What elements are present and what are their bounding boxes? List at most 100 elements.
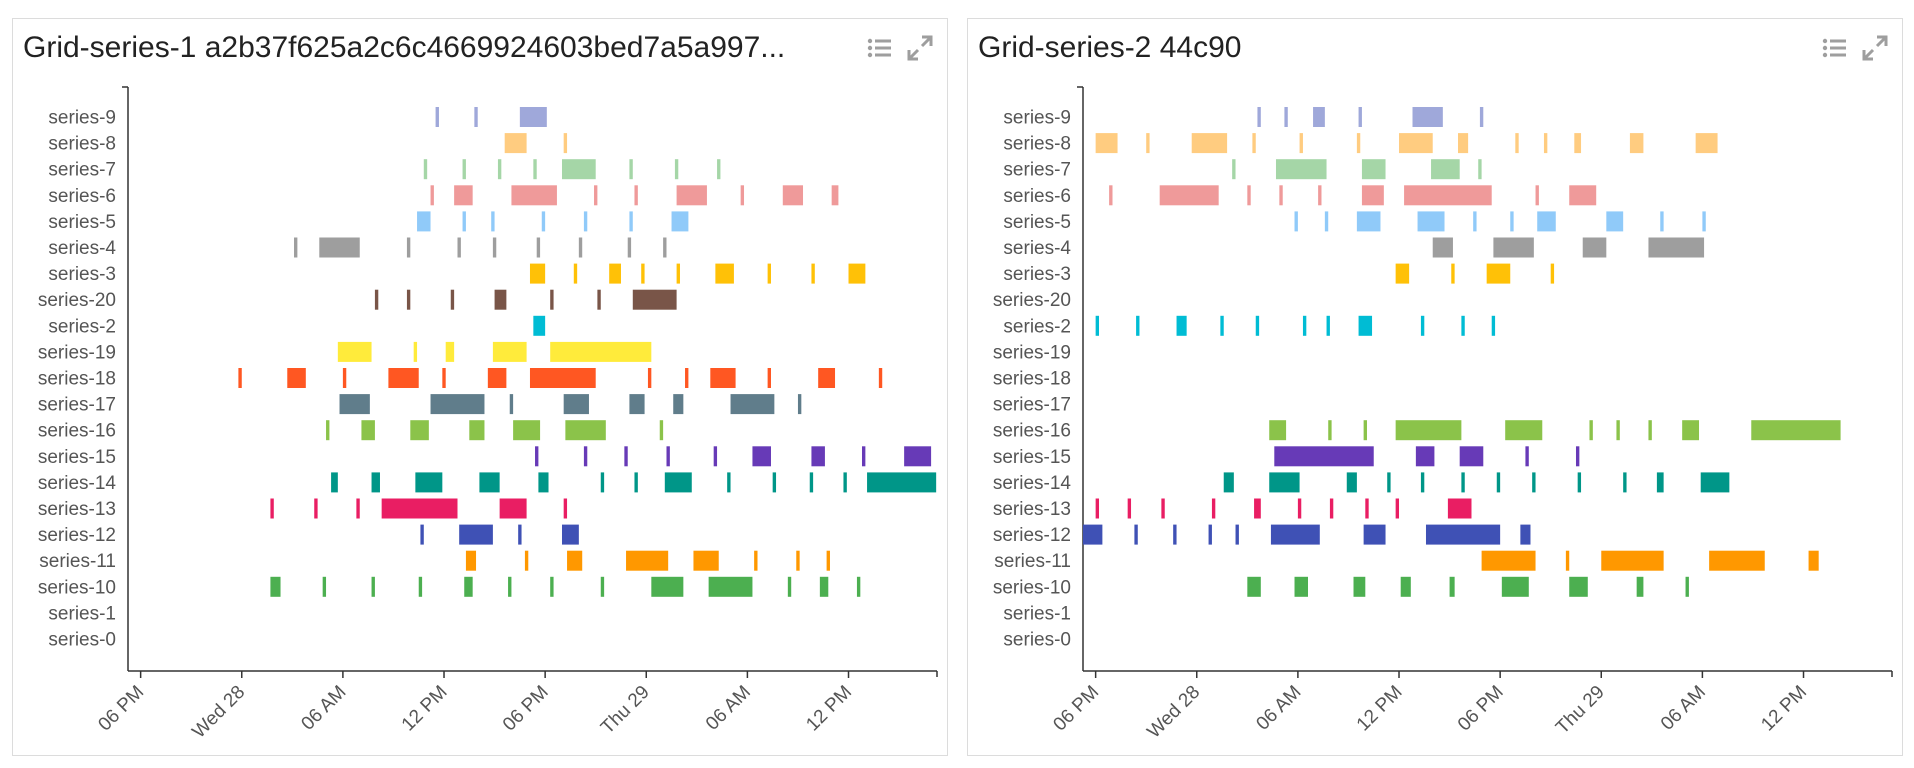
x-tick-label: 06 AM [1252, 682, 1305, 735]
chart-title: Grid-series-2 44c90 [978, 31, 1242, 64]
chart-plot: series-9 series-8 series-7 series-6 series-5… [38, 86, 938, 743]
timeline-bar [573, 263, 578, 284]
timeline-bar [415, 472, 443, 493]
timeline-bar [388, 368, 419, 388]
y-tick-label: series-6 [48, 186, 116, 207]
timeline-bar [1702, 211, 1706, 232]
timeline-bar [464, 576, 473, 597]
timeline-bar [356, 498, 360, 519]
timeline-bar [752, 446, 771, 467]
x-tick-label: 12 PM [802, 682, 856, 736]
list-icon[interactable] [865, 33, 895, 63]
timeline-bar [878, 368, 883, 388]
timeline-bar [1493, 237, 1534, 258]
timeline-bar [659, 420, 664, 441]
timeline-bar [1191, 133, 1228, 154]
timeline-bar [1425, 524, 1501, 545]
timeline-bar [848, 263, 866, 284]
chart-title: Grid-series-1 a2b37f625a2c6c4669924603be… [23, 31, 786, 64]
timeline-bar [1161, 498, 1165, 519]
y-tick-label: series-3 [48, 264, 116, 285]
timeline-bar [666, 446, 670, 467]
timeline-bar [462, 211, 466, 232]
timeline-bar [1700, 472, 1730, 493]
timeline-bar [1569, 185, 1597, 206]
timeline-bar [1254, 498, 1261, 519]
timeline-bar [1083, 524, 1103, 545]
timeline-bar [1491, 315, 1496, 336]
expand-icon[interactable] [1860, 33, 1890, 63]
timeline-bar [1146, 133, 1150, 154]
timeline-bar [730, 394, 775, 415]
timeline-bar [1358, 107, 1362, 127]
timeline-bar [1353, 576, 1366, 597]
timeline-bar [1431, 159, 1460, 180]
timeline-bar [1520, 524, 1531, 545]
timeline-bar [430, 394, 485, 415]
timeline-bar [270, 498, 274, 519]
timeline-bar [1257, 107, 1261, 127]
timeline-bar [1461, 472, 1465, 493]
timeline-bar [563, 133, 568, 154]
timeline-bar [339, 394, 370, 415]
timeline-bar [1574, 133, 1582, 154]
timeline-bar [550, 289, 554, 310]
timeline-bar [624, 446, 628, 467]
timeline-bar [1399, 133, 1433, 154]
chart-plot: series-9 series-8 series-7 series-6 series-5… [993, 86, 1893, 743]
timeline-bar [1211, 498, 1216, 519]
y-tick-label: series-18 [993, 369, 1071, 390]
timeline-bar [361, 420, 375, 441]
timeline-bar [772, 472, 777, 493]
timeline-bar [1486, 263, 1511, 284]
timeline-bar [1575, 446, 1580, 467]
timeline-bar [578, 237, 583, 258]
timeline-bar [529, 368, 596, 388]
timeline-bar [1501, 576, 1529, 597]
y-tick-label: series-2 [48, 316, 116, 337]
timeline-bar [1208, 524, 1212, 545]
timeline-bar [454, 185, 473, 206]
y-tick-label: series-8 [48, 134, 116, 155]
timeline-bar [492, 237, 497, 258]
y-tick-label: series-17 [993, 395, 1071, 416]
timeline-bar [1459, 446, 1484, 467]
y-tick-label: series-7 [48, 160, 116, 181]
timeline-bar [629, 211, 633, 232]
timeline-bar [1447, 498, 1472, 519]
timeline-bar [1363, 420, 1367, 441]
expand-icon[interactable] [905, 33, 935, 63]
timeline-bar [1648, 420, 1652, 441]
y-tick-label: series-5 [1003, 212, 1071, 233]
timeline-bar [1751, 420, 1841, 441]
y-tick-label: series-2 [1003, 316, 1071, 337]
timeline-bar [1356, 133, 1361, 154]
timeline-bar [1481, 550, 1536, 571]
timeline-bar [462, 159, 466, 180]
timeline-bar [1395, 263, 1410, 284]
chart-panel-2: Grid-series-2 44c90 series-9 series-8 seri… [967, 18, 1903, 756]
timeline-bar [1550, 263, 1555, 284]
chart-panel-1: Grid-series-1 a2b37f625a2c6c4669924603be… [12, 18, 948, 756]
timeline-bar [663, 237, 667, 258]
y-tick-label: series-15 [38, 447, 116, 468]
timeline-bar [442, 368, 446, 388]
timeline-bar [294, 237, 298, 258]
timeline-bar [740, 185, 745, 206]
timeline-bar [1682, 420, 1700, 441]
timeline-bar [629, 159, 633, 180]
list-icon[interactable] [1820, 33, 1850, 63]
timeline-bar [843, 472, 847, 493]
timeline-bar [674, 159, 679, 180]
timeline-bar [767, 263, 771, 284]
y-tick-label: series-12 [993, 525, 1071, 546]
timeline-bar [450, 289, 455, 310]
timeline-bar [1109, 185, 1113, 206]
timeline-bar [754, 550, 758, 571]
timeline-bar [1365, 498, 1369, 519]
timeline-bar [629, 394, 645, 415]
timeline-bar [492, 341, 527, 362]
timeline-bar [538, 472, 549, 493]
x-tick-label: Thu 29 [1552, 682, 1609, 739]
x-tick-label: 06 PM [499, 682, 553, 736]
